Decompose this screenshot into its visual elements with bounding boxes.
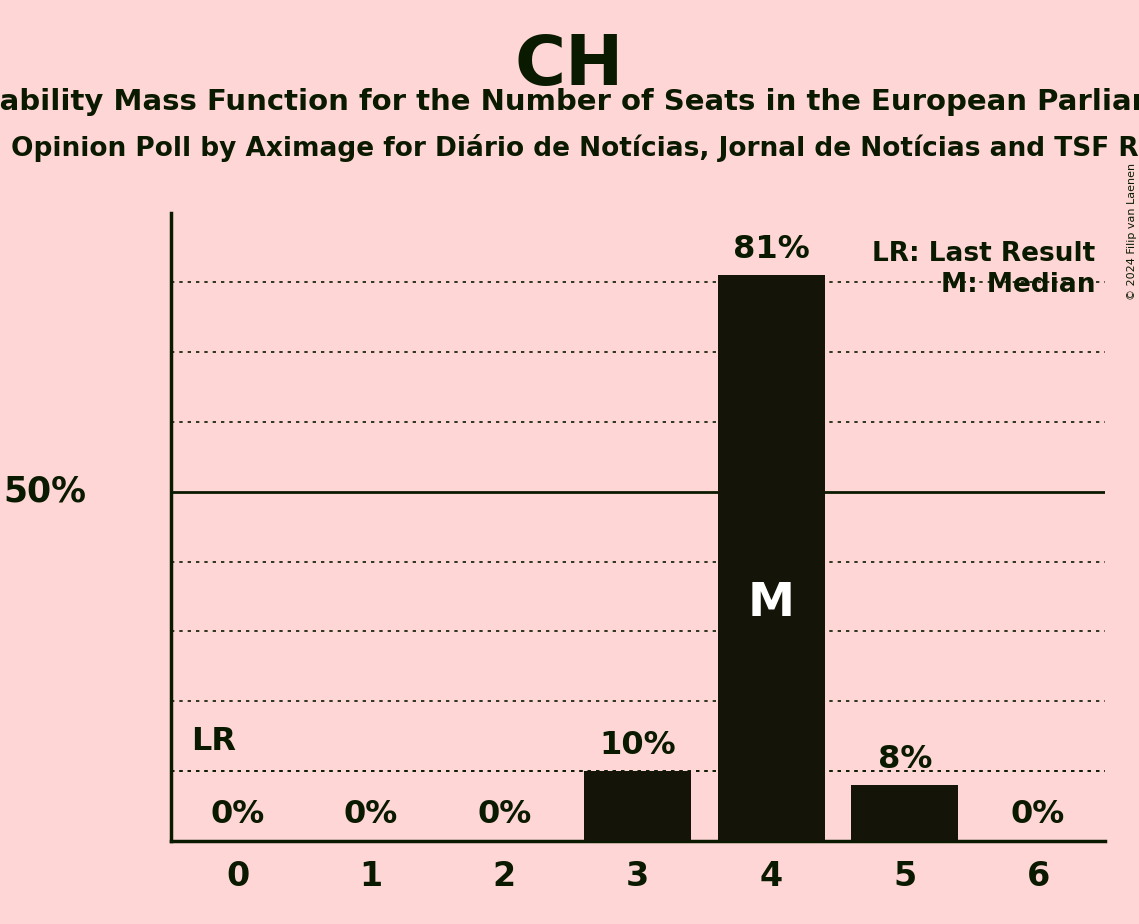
Bar xyxy=(584,771,691,841)
Text: 8%: 8% xyxy=(877,744,932,774)
Text: M: Median: M: Median xyxy=(941,273,1096,298)
Bar xyxy=(851,785,958,841)
Text: LR: LR xyxy=(191,726,236,757)
Text: LR: Last Result: LR: Last Result xyxy=(872,241,1096,267)
Text: 81%: 81% xyxy=(732,234,810,265)
Text: 50%: 50% xyxy=(3,475,87,509)
Text: 0%: 0% xyxy=(344,799,399,831)
Text: Opinion Poll by Aximage for Diário de Notícias, Jornal de Notícias and TSF Rádio: Opinion Poll by Aximage for Diário de No… xyxy=(11,134,1139,162)
Text: 10%: 10% xyxy=(599,730,677,760)
Text: Probability Mass Function for the Number of Seats in the European Parliament: Probability Mass Function for the Number… xyxy=(0,88,1139,116)
Text: © 2024 Filip van Laenen: © 2024 Filip van Laenen xyxy=(1126,163,1137,299)
Text: 0%: 0% xyxy=(477,799,532,831)
Text: 0%: 0% xyxy=(1011,799,1065,831)
Text: M: M xyxy=(748,581,795,626)
Text: CH: CH xyxy=(515,32,624,100)
Bar xyxy=(718,275,825,841)
Text: 0%: 0% xyxy=(211,799,264,831)
